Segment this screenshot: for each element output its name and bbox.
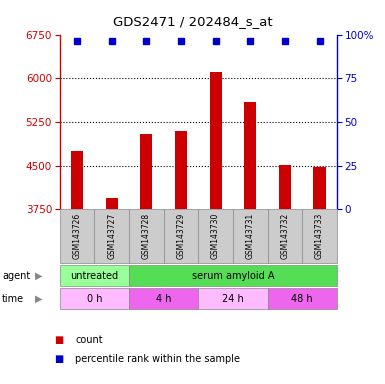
Bar — [140, 134, 152, 384]
Text: GSM143729: GSM143729 — [176, 213, 186, 259]
Bar — [313, 167, 326, 384]
Text: serum amyloid A: serum amyloid A — [192, 270, 274, 281]
Text: time: time — [2, 293, 24, 304]
Text: ■: ■ — [54, 354, 63, 364]
Text: count: count — [75, 335, 103, 345]
Text: ▶: ▶ — [35, 270, 42, 281]
Bar — [175, 131, 187, 384]
Text: 4 h: 4 h — [156, 293, 171, 304]
Text: GSM143727: GSM143727 — [107, 213, 116, 259]
Text: GSM143728: GSM143728 — [142, 213, 151, 259]
Bar — [105, 198, 118, 384]
Text: untreated: untreated — [70, 270, 119, 281]
Text: 0 h: 0 h — [87, 293, 102, 304]
Bar — [71, 151, 83, 384]
Bar — [279, 165, 291, 384]
Text: 48 h: 48 h — [291, 293, 313, 304]
Text: GSM143726: GSM143726 — [72, 213, 82, 259]
Text: ■: ■ — [54, 335, 63, 345]
Text: 24 h: 24 h — [222, 293, 244, 304]
Text: agent: agent — [2, 270, 30, 281]
Text: GSM143731: GSM143731 — [246, 213, 255, 259]
Text: percentile rank within the sample: percentile rank within the sample — [75, 354, 240, 364]
Bar — [209, 73, 222, 384]
Text: GDS2471 / 202484_s_at: GDS2471 / 202484_s_at — [113, 15, 272, 28]
Text: GSM143732: GSM143732 — [280, 213, 290, 259]
Bar — [244, 101, 256, 384]
Text: GSM143733: GSM143733 — [315, 213, 324, 259]
Text: ▶: ▶ — [35, 293, 42, 304]
Text: GSM143730: GSM143730 — [211, 213, 220, 259]
